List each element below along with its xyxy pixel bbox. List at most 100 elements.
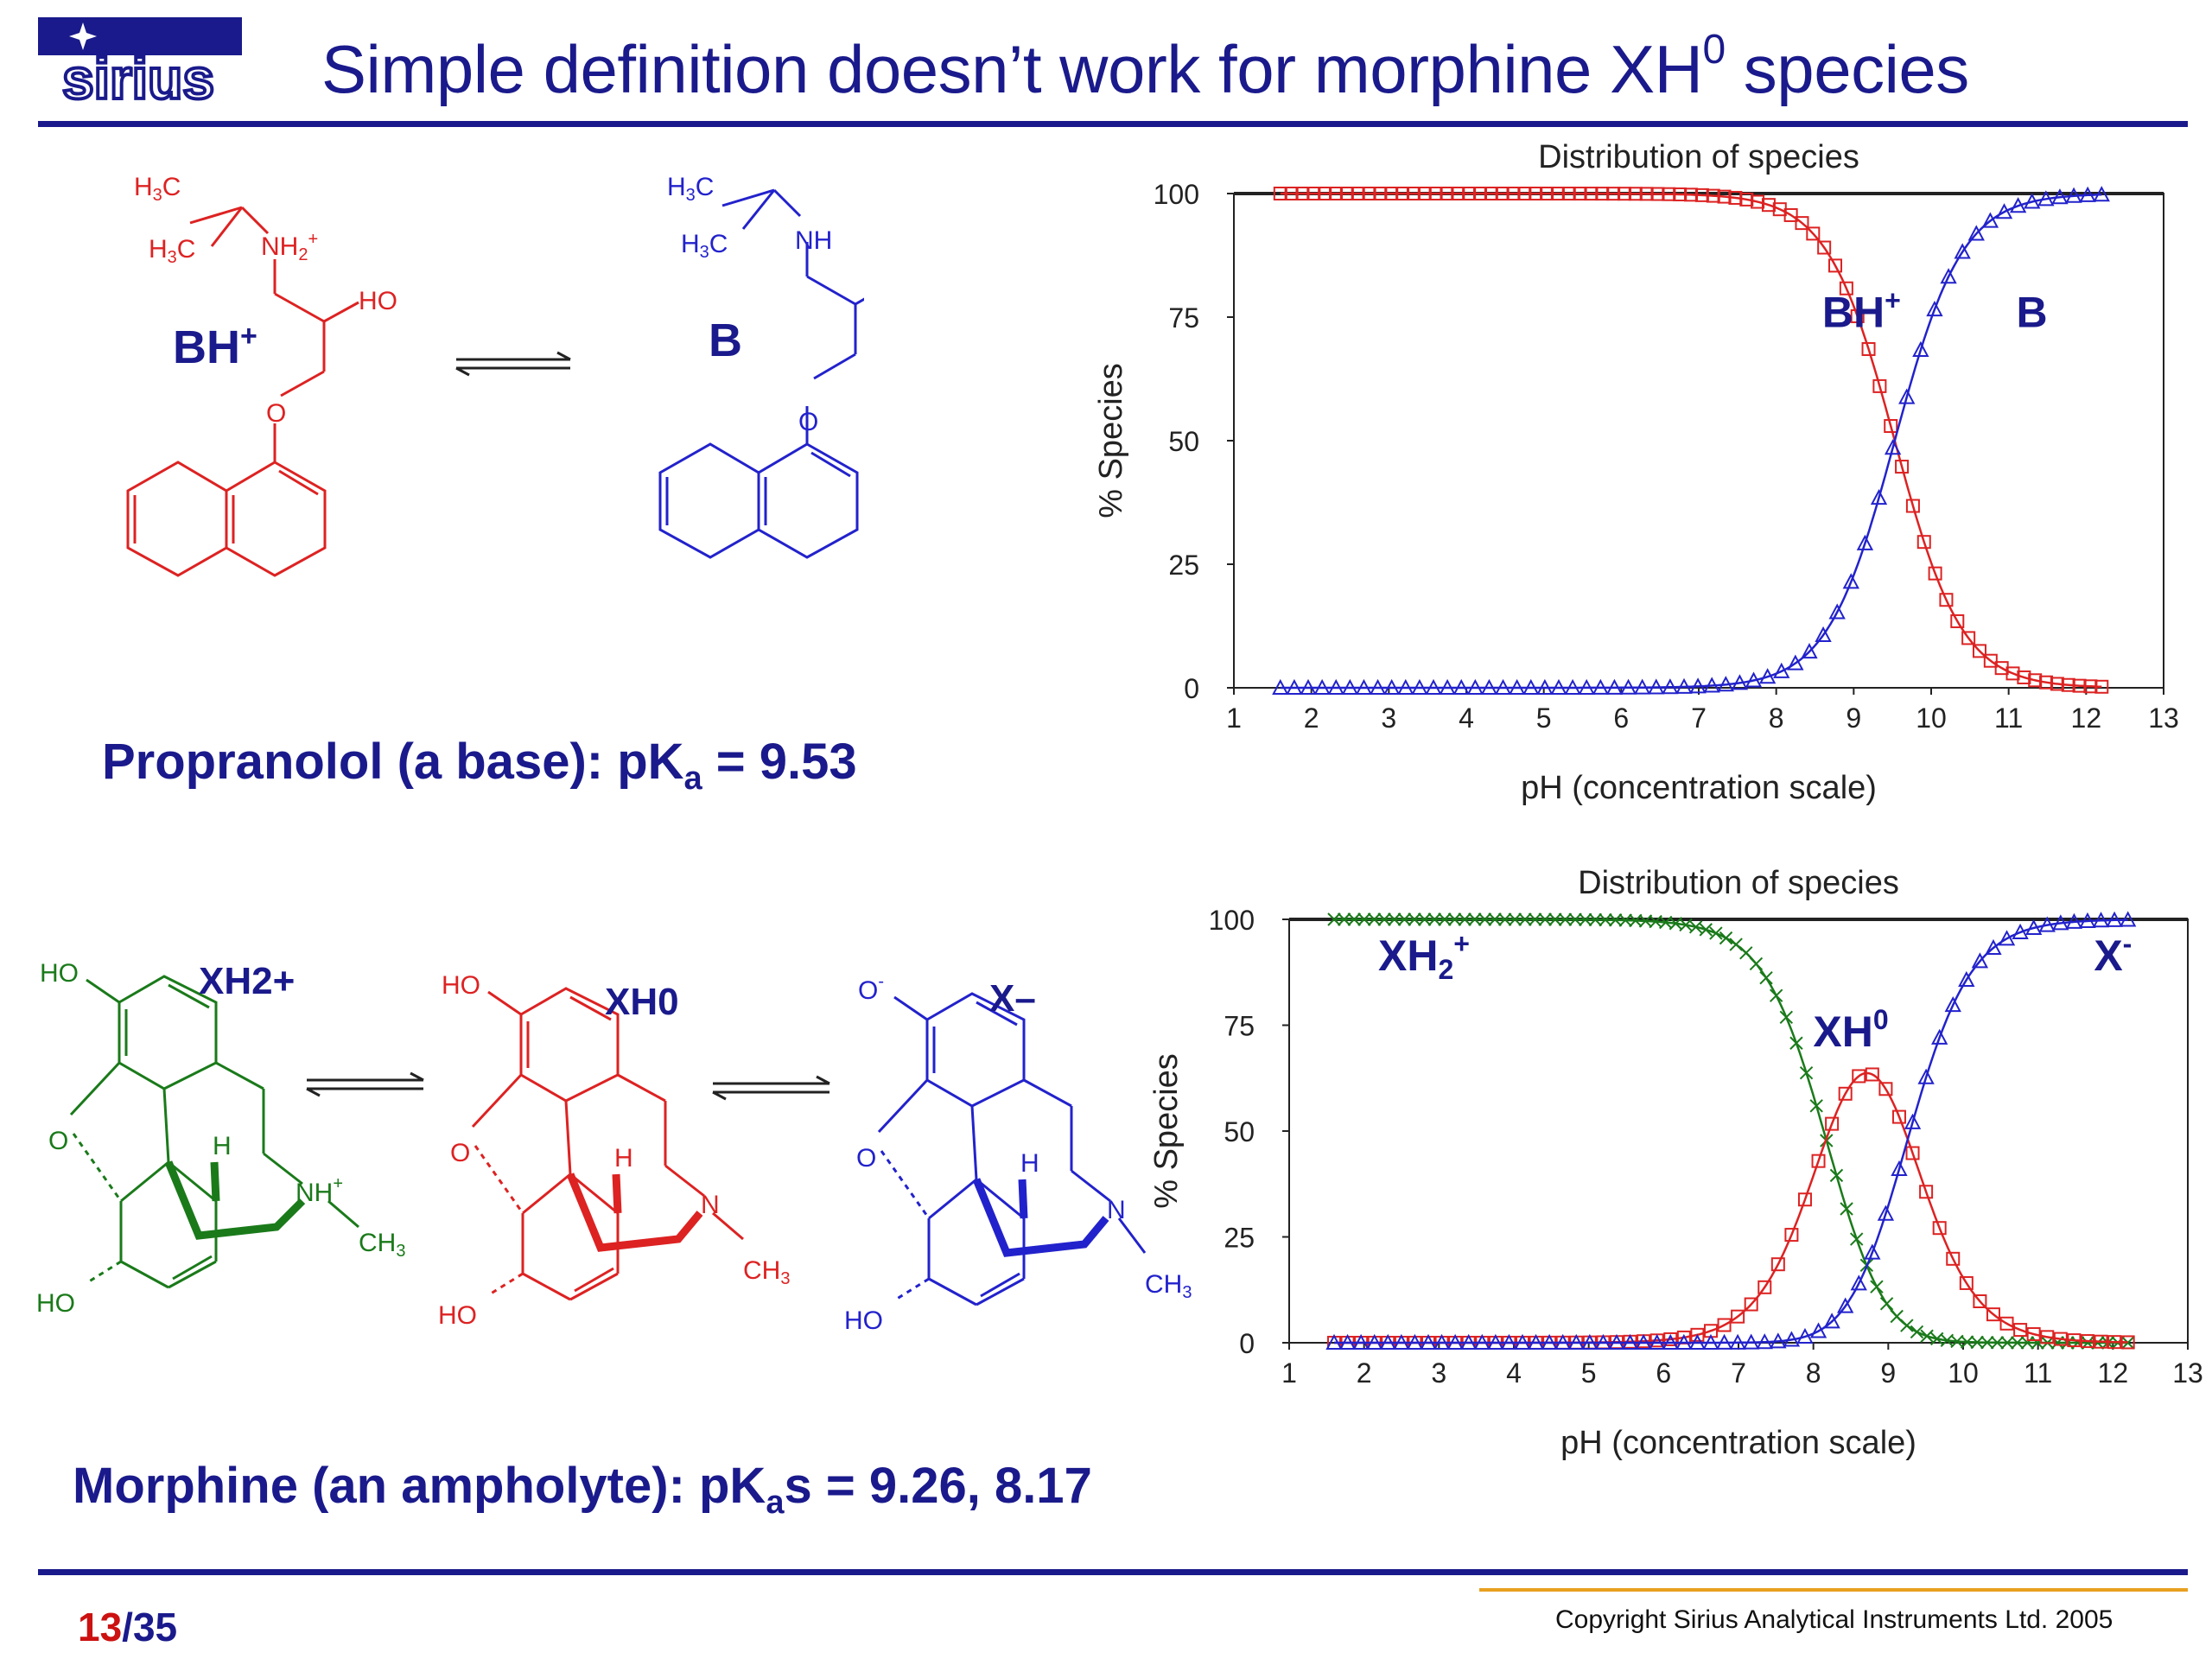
x-tick-label: 11 xyxy=(1994,702,2023,734)
data-point xyxy=(1861,341,1876,356)
svg-text:NH+: NH+ xyxy=(296,1174,343,1207)
data-point xyxy=(1849,1232,1864,1246)
data-point xyxy=(1578,678,1595,695)
data-point xyxy=(1638,914,1653,928)
label-b: B xyxy=(709,315,742,366)
svg-text:CH3: CH3 xyxy=(359,1229,405,1261)
data-point xyxy=(1446,1333,1464,1350)
svg-text:O: O xyxy=(856,1144,876,1173)
x-tick-label: 7 xyxy=(1691,702,1707,734)
data-point xyxy=(1579,912,1592,927)
data-point xyxy=(2017,670,2031,684)
data-point xyxy=(1554,1333,1572,1350)
data-point xyxy=(1341,678,1359,695)
data-point xyxy=(1327,912,1341,926)
svg-text:HO: HO xyxy=(36,1289,75,1318)
data-point xyxy=(1605,678,1624,695)
data-point xyxy=(1536,678,1554,695)
data-point xyxy=(1500,1333,1518,1350)
data-point xyxy=(1417,187,1432,201)
data-point xyxy=(1879,1297,1894,1311)
morphine-xh2-atoms: HO O HO H NH+ CH3 xyxy=(36,959,405,1318)
data-point xyxy=(1417,912,1432,926)
data-point xyxy=(2039,675,2054,690)
svg-text:H: H xyxy=(614,1144,633,1173)
morphine-x-atoms: O- O HO H N CH3 xyxy=(844,972,1192,1335)
data-point xyxy=(1684,188,1699,202)
data-point xyxy=(1689,677,1707,694)
data-point xyxy=(1890,1309,1904,1324)
data-point xyxy=(2053,1332,2068,1346)
data-point xyxy=(1517,187,1532,201)
morphine-x-structure xyxy=(877,992,1147,1306)
data-point xyxy=(1369,678,1387,695)
data-point xyxy=(1749,957,1764,971)
x-tick-label: 7 xyxy=(1731,1357,1746,1389)
x-tick-label: 4 xyxy=(1506,1357,1522,1389)
data-point xyxy=(1809,1099,1823,1113)
data-point xyxy=(1581,1333,1599,1350)
data-point xyxy=(1799,1066,1814,1080)
data-point xyxy=(1783,207,1798,222)
label-xh0: XH0 xyxy=(605,981,679,1023)
data-point xyxy=(1649,1333,1666,1350)
data-point xyxy=(1729,1333,1746,1350)
data-point xyxy=(1478,912,1492,926)
data-point xyxy=(1635,1333,1652,1350)
svg-text:NH: NH xyxy=(795,226,832,255)
data-point xyxy=(1986,1307,2000,1322)
data-point xyxy=(1850,308,1865,323)
data-point xyxy=(1327,678,1344,695)
data-point xyxy=(2119,911,2137,927)
data-point xyxy=(1870,1280,1884,1294)
svg-text:O: O xyxy=(450,1139,470,1167)
data-point xyxy=(1487,1333,1504,1350)
data-point xyxy=(2005,666,2020,681)
copyright-text: Copyright Sirius Analytical Instruments … xyxy=(1555,1605,2113,1634)
svg-text:O-: O- xyxy=(858,972,884,1005)
svg-text:O: O xyxy=(798,408,818,436)
data-point xyxy=(2079,912,2096,928)
chart-title: Distribution of species xyxy=(1578,865,1899,901)
data-point xyxy=(1337,912,1351,926)
footer-rule xyxy=(38,1569,2188,1575)
x-tick-label: 13 xyxy=(2148,702,2179,734)
svg-text:O: O xyxy=(48,1127,68,1155)
data-point xyxy=(1273,187,1287,201)
data-point xyxy=(2083,679,2098,694)
data-point xyxy=(1884,439,1902,455)
svg-text:H3C: H3C xyxy=(681,230,728,262)
data-point xyxy=(1395,187,1410,201)
y-tick-label: 25 xyxy=(1168,550,1199,581)
data-point xyxy=(1980,1336,1994,1350)
data-point xyxy=(1878,1082,1893,1096)
svg-text:HO: HO xyxy=(442,971,480,1000)
data-point xyxy=(1462,187,1477,201)
data-point xyxy=(1529,187,1543,201)
data-point xyxy=(1550,187,1565,201)
data-point xyxy=(1388,912,1402,926)
data-point xyxy=(1362,187,1376,201)
svg-text:NH2+: NH2+ xyxy=(261,230,318,264)
data-point xyxy=(1706,188,1720,203)
data-point xyxy=(1758,668,1777,684)
data-point xyxy=(1383,678,1401,695)
data-point xyxy=(1865,1067,1879,1082)
data-point xyxy=(1522,678,1540,695)
morphine-structures: HO O HO H NH+ CH3 XH2+ HO O HO xyxy=(36,959,1192,1335)
data-point xyxy=(1959,1275,1974,1290)
x-tick-label: 5 xyxy=(1536,702,1552,734)
chart-annotation: XH2+ xyxy=(1378,928,1470,985)
y-tick-label: 75 xyxy=(1168,302,1199,334)
data-point xyxy=(2052,914,2069,931)
data-point xyxy=(1784,1228,1799,1243)
data-point xyxy=(1823,1313,1840,1329)
data-point xyxy=(1825,1116,1840,1131)
propranolol-bh-atoms: H3C H3C NH2+ HO O xyxy=(134,173,397,428)
data-point xyxy=(1694,188,1709,202)
footer-accent-line xyxy=(1479,1588,2188,1592)
data-point xyxy=(1995,203,2013,219)
data-point xyxy=(1770,1332,1787,1349)
data-point xyxy=(1891,1160,1908,1177)
